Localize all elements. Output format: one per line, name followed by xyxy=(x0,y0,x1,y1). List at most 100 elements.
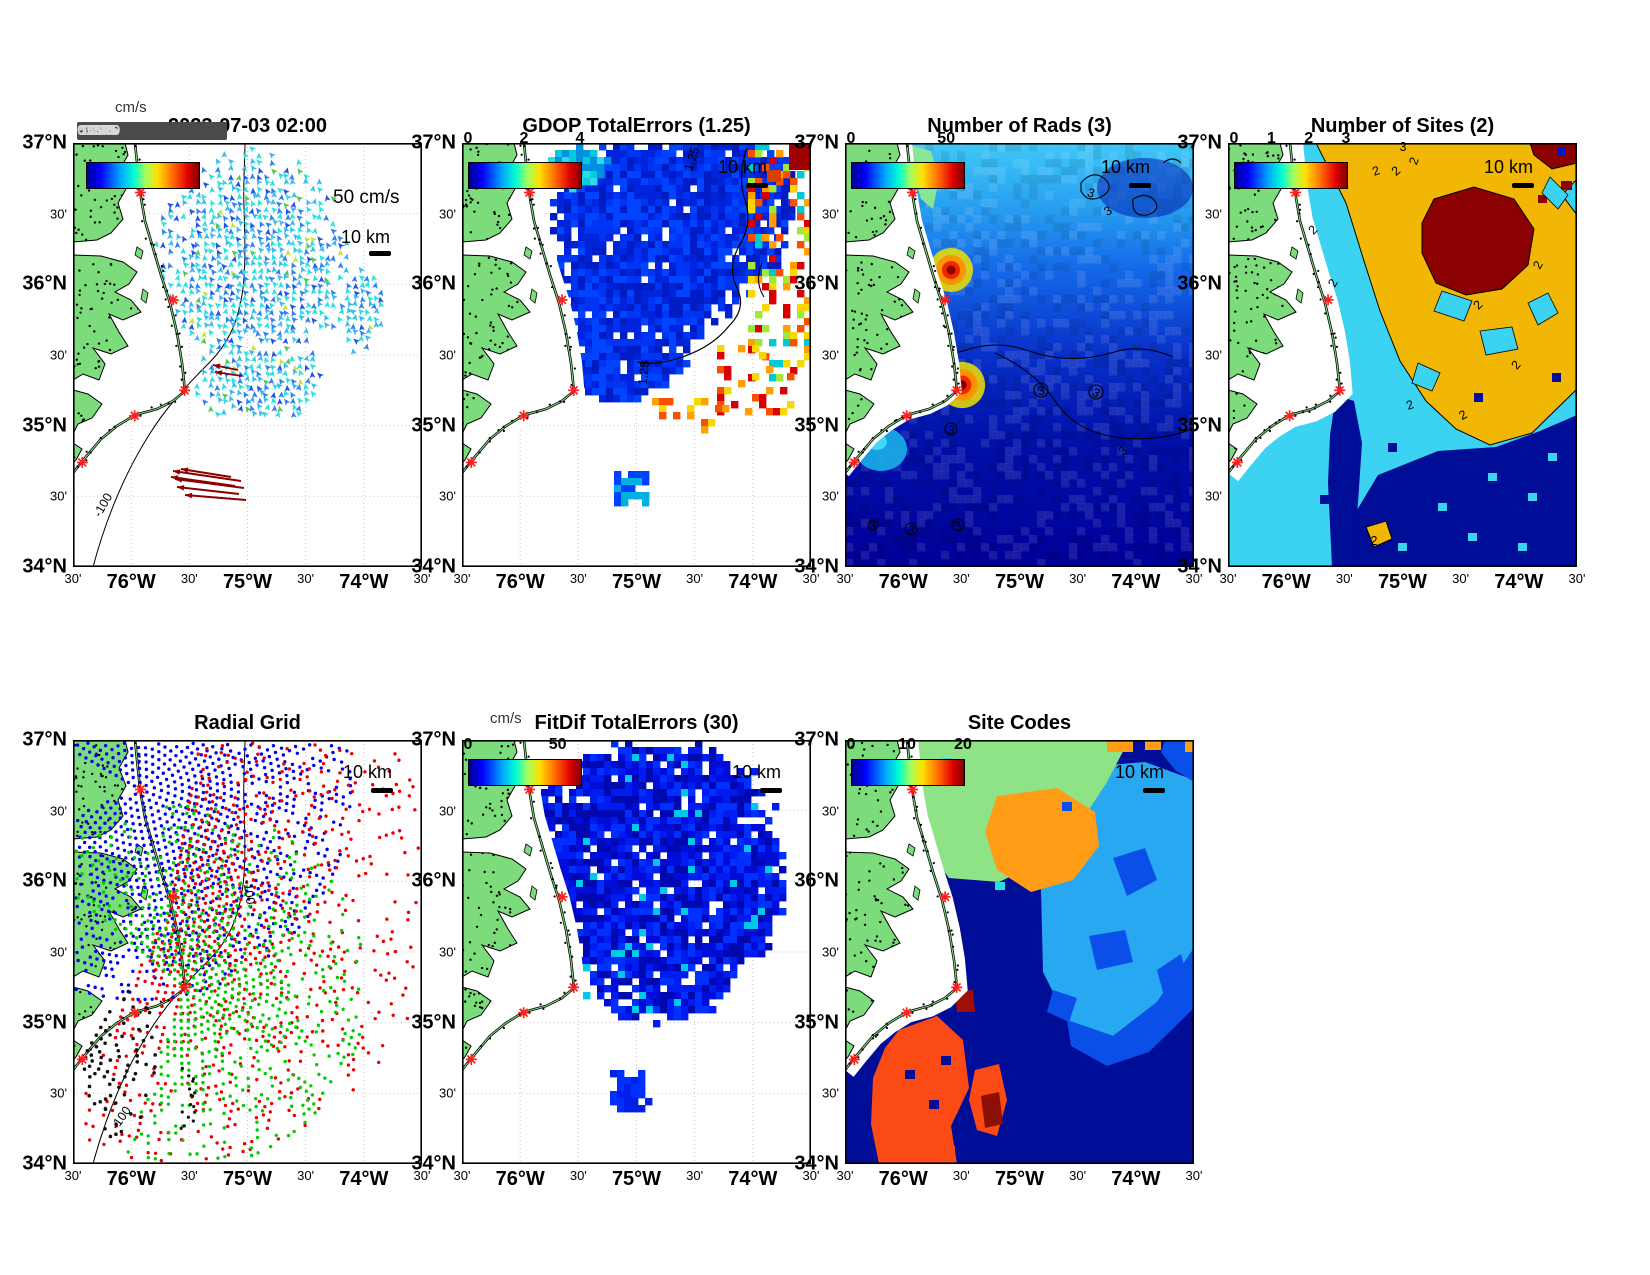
distance-scale-label: 10 km xyxy=(732,762,782,782)
y-tick-label: 34°N xyxy=(22,555,67,578)
y-tick-label: 35°N xyxy=(794,1011,839,1034)
y-tick-label: 30' xyxy=(439,488,456,504)
distance-scale-label: 10 km xyxy=(718,157,768,177)
x-tick-label: 30' xyxy=(1069,1168,1087,1183)
colorbar-tick-label: 2 xyxy=(1304,130,1314,147)
x-tick-label: 76°W xyxy=(878,571,928,593)
y-tick-label: 34°N xyxy=(411,555,456,578)
num-rads-map xyxy=(845,143,1194,567)
colorbar-tick-label: 0 xyxy=(1229,130,1239,147)
y-tick-label: 34°N xyxy=(1177,555,1222,578)
panel-fitdif: FitDif TotalErrors (30) cm/s 37°N 30' 36°N 30… xyxy=(411,710,819,1190)
x-tick-label: 76°W xyxy=(1261,571,1311,593)
x-tick-label: 75°W xyxy=(1377,571,1428,593)
x-tick-label: 76°W xyxy=(495,571,545,593)
colorbar-tick-label: 0 xyxy=(846,130,856,147)
x-tick-label: 30' xyxy=(802,1168,820,1183)
y-tick-label: 35°N xyxy=(411,1011,456,1034)
panel-title: Site Codes xyxy=(967,712,1072,734)
x-tick-label: 30' xyxy=(1452,571,1470,586)
y-tick-label: 35°N xyxy=(1177,414,1222,437)
colorbar xyxy=(1234,162,1348,189)
colorbar-tick-label: 0 xyxy=(463,736,473,753)
y-tick-label: 35°N xyxy=(22,1011,67,1034)
surface-currents-map xyxy=(73,143,422,567)
y-tick-label: 30' xyxy=(439,206,456,222)
y-tick-label: 30' xyxy=(439,347,456,363)
y-tick-label: 30' xyxy=(50,803,67,819)
x-tick-label: 30' xyxy=(1185,571,1203,586)
y-tick-label: 30' xyxy=(1205,488,1222,504)
y-tick-label: 30' xyxy=(50,944,67,960)
y-tick-label: 30' xyxy=(1205,347,1222,363)
colorbar-tick-label: 50 xyxy=(548,736,567,753)
y-tick-label: 36°N xyxy=(1177,272,1222,295)
colorbar-ticks-garbled: 05101520253035404550 xyxy=(77,122,227,140)
y-tick-label: 37°N xyxy=(411,728,456,751)
x-tick-label: 75°W xyxy=(222,571,273,593)
y-tick-label: 37°N xyxy=(22,131,67,154)
x-tick-label: 30' xyxy=(1185,1168,1203,1183)
x-tick-label: 76°W xyxy=(495,1168,545,1190)
x-tick-label: 74°W xyxy=(339,1168,389,1190)
panel-radial-grid: Radial Grid 37°N 30' 36°N 30' 35°N 30' 34°N 30' 7… xyxy=(22,712,430,1190)
colorbar xyxy=(468,759,582,786)
x-tick-label: 30' xyxy=(686,571,704,586)
x-tick-label: 30' xyxy=(453,571,471,586)
x-tick-label: 30' xyxy=(836,1168,854,1183)
y-tick-label: 30' xyxy=(439,803,456,819)
colorbar-tick-label: 10 xyxy=(898,736,916,753)
y-tick-label: 37°N xyxy=(22,728,67,751)
colorbar xyxy=(468,162,582,189)
panel-title: Number of Sites (2) xyxy=(1310,115,1495,137)
colorbar xyxy=(851,162,965,189)
distance-scale-bar xyxy=(746,183,768,188)
x-tick-label: 30' xyxy=(64,1168,82,1183)
y-tick-label: 34°N xyxy=(794,1152,839,1175)
y-tick-label: 30' xyxy=(50,488,67,504)
x-tick-label: 30' xyxy=(569,1168,587,1183)
x-tick-label: 30' xyxy=(64,571,82,586)
x-tick-label: 30' xyxy=(413,1168,431,1183)
y-tick-label: 30' xyxy=(439,944,456,960)
y-tick-label: 35°N xyxy=(22,414,67,437)
distance-scale-label: 10 km xyxy=(341,227,391,247)
x-tick-label: 76°W xyxy=(878,1168,928,1190)
y-tick-label: 34°N xyxy=(411,1152,456,1175)
y-tick-label: 30' xyxy=(50,347,67,363)
x-tick-label: 75°W xyxy=(222,1168,273,1190)
y-tick-label: 36°N xyxy=(22,272,67,295)
panel-site-codes: Site Codes 37°N 30' 36°N 30' 35°N 30' 34°N 30' 76… xyxy=(794,712,1202,1190)
panel-gdop: GDOP TotalErrors (1.25) 37°N 30' 36°N 30' 35°… xyxy=(411,115,819,593)
panel-title: Number of Rads (3) xyxy=(927,115,1112,137)
x-tick-label: 74°W xyxy=(1111,571,1161,593)
gdop-map xyxy=(462,143,811,567)
distance-scale-label: 10 km xyxy=(1484,157,1534,177)
x-tick-label: 30' xyxy=(1069,571,1087,586)
x-tick-label: 74°W xyxy=(1494,571,1544,593)
y-tick-label: 30' xyxy=(822,347,839,363)
colorbar-tick-label: 4 xyxy=(575,130,585,147)
y-tick-label: 36°N xyxy=(411,869,456,892)
panel-title: FitDif TotalErrors (30) xyxy=(534,712,739,734)
x-tick-label: 30' xyxy=(297,1168,315,1183)
distance-scale-bar xyxy=(1143,788,1165,793)
y-tick-label: 30' xyxy=(822,944,839,960)
y-tick-label: 34°N xyxy=(22,1152,67,1175)
y-tick-label: 30' xyxy=(822,206,839,222)
colorbar xyxy=(851,759,965,786)
distance-scale-bar xyxy=(760,788,782,793)
distance-scale-label: 10 km xyxy=(1101,157,1151,177)
y-tick-label: 36°N xyxy=(794,272,839,295)
y-tick-label: 30' xyxy=(439,1085,456,1101)
colorbar-tick-label: 2 xyxy=(519,130,529,147)
y-tick-label: 35°N xyxy=(794,414,839,437)
x-tick-label: 30' xyxy=(297,571,315,586)
distance-scale-label: 10 km xyxy=(343,762,393,782)
panel-surface-currents: 2023-07-03 02:00 cm/s 37°N 30' 36°N 30' 35°N 30… xyxy=(22,99,430,593)
colorbar-tick-label: 50 xyxy=(937,130,956,147)
x-tick-label: 74°W xyxy=(339,571,389,593)
distance-scale-bar xyxy=(371,788,393,793)
contour-label: 1.25 xyxy=(635,360,653,386)
colorbar-tick-label: 3 xyxy=(1341,130,1351,147)
